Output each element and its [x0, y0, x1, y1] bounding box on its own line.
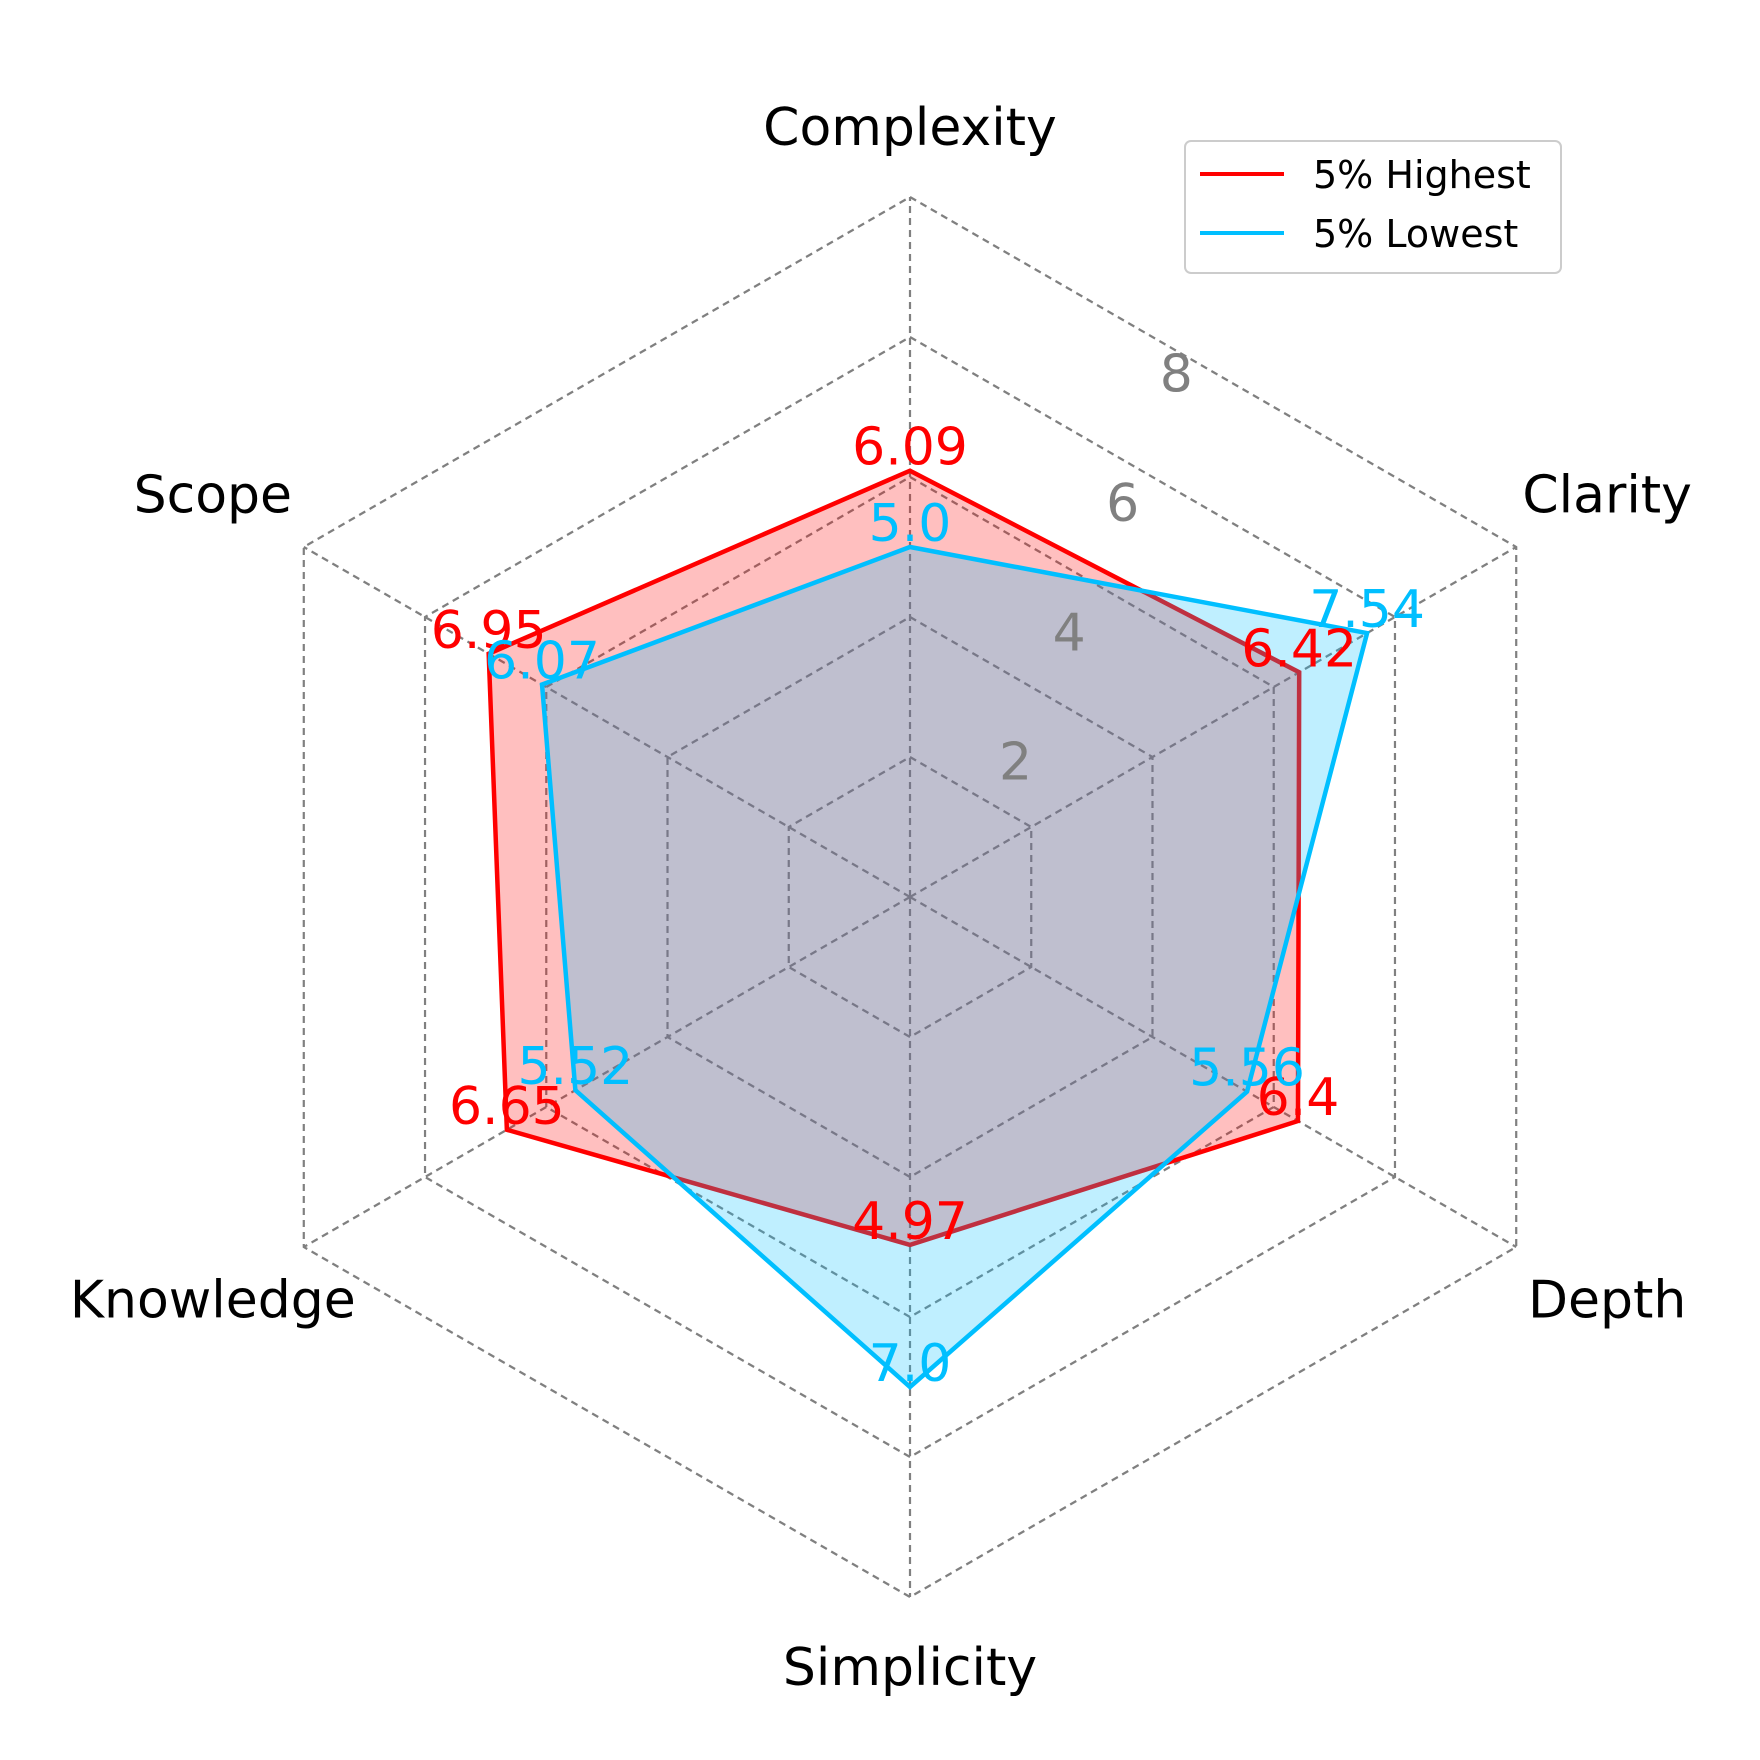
value-label-highest: 6.09 [852, 418, 968, 478]
axis-label-complexity: Complexity [763, 98, 1057, 158]
r-tick-label: 6 [1106, 474, 1139, 534]
axis-label-scope: Scope [134, 466, 292, 526]
grid-spoke-depth [909, 896, 1517, 1248]
legend: 5% Highest 5% Lowest [1184, 140, 1562, 274]
grid-ring-2 [787, 755, 1033, 1039]
grid-ring-8 [423, 335, 1397, 1459]
value-label-highest: 4.97 [852, 1192, 968, 1252]
series-highest [486, 468, 1302, 1248]
r-tick-label: 2 [999, 733, 1032, 793]
axis-label-knowledge: Knowledge [70, 1271, 356, 1331]
grid-spoke-knowledge [303, 896, 911, 1248]
r-tick-label: 4 [1053, 603, 1086, 663]
grid-spoke-clarity [909, 546, 1517, 898]
axis-labels: Complexity Clarity Depth Simplicity Knowledg… [70, 98, 1692, 1698]
axis-label-clarity: Clarity [1522, 466, 1692, 526]
value-label-highest: 6.42 [1241, 619, 1357, 679]
legend-label-highest: 5% Highest [1313, 153, 1531, 197]
value-label-highest: 6.65 [449, 1077, 565, 1137]
series-layer [486, 468, 1370, 1390]
axis-label-depth: Depth [1528, 1271, 1686, 1331]
axis-label-simplicity: Simplicity [783, 1638, 1037, 1698]
value-label-lowest: 5.52 [517, 1037, 633, 1097]
r-tick-label: 8 [1160, 345, 1193, 405]
value-label-lowest: 5.56 [1189, 1039, 1305, 1099]
value-label-lowest: 5.0 [869, 494, 952, 554]
value-label-highest: 6.4 [1257, 1068, 1340, 1128]
value-label-highest: 6.95 [431, 601, 547, 661]
grid-spoke-scope [303, 546, 911, 898]
legend-label-lowest: 5% Lowest [1313, 212, 1518, 256]
value-label-lowest: 7.0 [869, 1334, 952, 1394]
value-label-lowest: 6.07 [484, 632, 600, 692]
value-label-lowest: 7.54 [1309, 580, 1425, 640]
series-lowest [539, 544, 1370, 1390]
value-labels: 6.09 6.42 6.4 4.97 6.65 6.95 5.0 7.54 5.56 7.0 5.5… [431, 418, 1425, 1394]
